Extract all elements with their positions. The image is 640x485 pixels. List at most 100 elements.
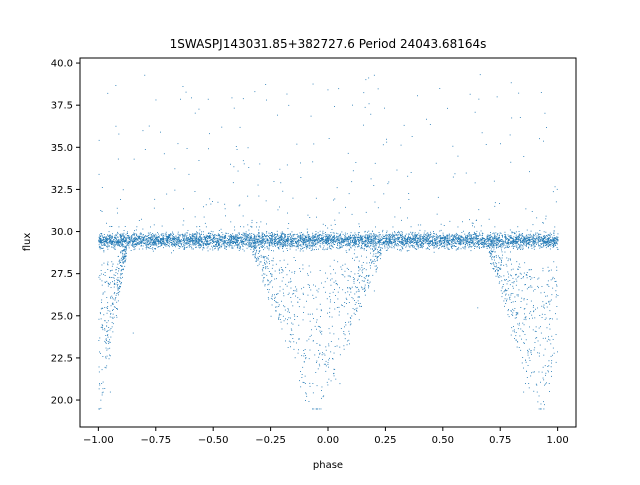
baseline-point bbox=[106, 245, 108, 247]
baseline-point bbox=[168, 239, 170, 241]
baseline-point bbox=[541, 237, 543, 239]
baseline-point bbox=[172, 245, 174, 247]
baseline-point bbox=[479, 239, 481, 241]
baseline-point bbox=[409, 239, 411, 241]
baseline-point bbox=[478, 240, 479, 241]
baseline-point bbox=[298, 235, 300, 237]
baseline-point bbox=[265, 238, 267, 240]
baseline-point bbox=[146, 240, 147, 242]
baseline-point bbox=[225, 236, 226, 237]
baseline-point bbox=[131, 236, 132, 238]
baseline-point bbox=[479, 232, 480, 234]
baseline-point bbox=[362, 242, 363, 244]
baseline-point bbox=[173, 234, 174, 235]
baseline-point bbox=[515, 240, 517, 242]
baseline-point bbox=[253, 249, 255, 251]
baseline-point bbox=[556, 247, 558, 248]
baseline-point bbox=[420, 236, 421, 238]
baseline-point bbox=[335, 241, 336, 243]
baseline-point bbox=[258, 232, 259, 234]
baseline-point bbox=[449, 244, 450, 245]
baseline-point bbox=[550, 236, 551, 238]
baseline-point bbox=[417, 240, 418, 242]
baseline-point bbox=[452, 243, 454, 245]
baseline-point bbox=[405, 236, 406, 238]
baseline-point bbox=[404, 235, 406, 236]
baseline-point bbox=[204, 240, 206, 242]
baseline-point bbox=[413, 245, 415, 247]
baseline-point bbox=[126, 242, 128, 244]
baseline-point bbox=[228, 239, 230, 241]
baseline-point bbox=[362, 235, 364, 237]
baseline-point bbox=[228, 246, 230, 248]
baseline-point bbox=[500, 244, 502, 245]
baseline-point bbox=[538, 245, 540, 247]
baseline-point bbox=[500, 245, 502, 246]
baseline-point bbox=[345, 250, 347, 252]
baseline-point bbox=[323, 232, 325, 234]
baseline-point bbox=[173, 237, 175, 239]
baseline-point bbox=[513, 246, 514, 248]
baseline-point bbox=[198, 232, 200, 234]
baseline-point bbox=[491, 241, 493, 243]
baseline-point bbox=[515, 234, 517, 236]
baseline-point bbox=[98, 237, 100, 239]
baseline-point bbox=[166, 244, 167, 246]
baseline-point bbox=[202, 236, 204, 238]
baseline-point bbox=[179, 239, 181, 241]
baseline-point bbox=[292, 244, 294, 246]
baseline-point bbox=[415, 234, 416, 236]
baseline-point bbox=[433, 239, 435, 241]
baseline-point bbox=[114, 248, 115, 250]
baseline-point bbox=[476, 236, 478, 238]
baseline-point bbox=[310, 236, 312, 238]
baseline-point bbox=[288, 233, 289, 235]
baseline-point bbox=[433, 251, 435, 253]
baseline-point bbox=[327, 242, 329, 244]
baseline-point bbox=[279, 237, 280, 238]
baseline-point bbox=[137, 243, 139, 245]
baseline-point bbox=[352, 241, 353, 242]
baseline-point bbox=[183, 249, 185, 250]
baseline-point bbox=[261, 233, 263, 235]
baseline-point bbox=[206, 240, 208, 242]
baseline-point bbox=[426, 236, 428, 238]
baseline-point bbox=[312, 236, 314, 238]
baseline-point bbox=[276, 233, 278, 235]
baseline-point bbox=[163, 238, 165, 240]
baseline-point bbox=[131, 235, 132, 237]
baseline-point bbox=[372, 236, 374, 238]
baseline-point bbox=[305, 238, 307, 240]
baseline-point bbox=[225, 246, 227, 248]
baseline-point bbox=[450, 240, 452, 242]
baseline-point bbox=[246, 239, 248, 241]
baseline-point bbox=[447, 235, 449, 237]
baseline-point bbox=[315, 231, 317, 232]
baseline-point bbox=[362, 243, 363, 245]
baseline-point bbox=[309, 238, 311, 240]
baseline-point bbox=[368, 238, 370, 240]
baseline-point bbox=[337, 238, 339, 240]
baseline-point bbox=[435, 234, 437, 236]
baseline-point bbox=[152, 241, 154, 243]
baseline-point bbox=[222, 237, 224, 239]
baseline-point bbox=[261, 239, 263, 241]
baseline-point bbox=[499, 237, 501, 239]
baseline-point bbox=[173, 238, 175, 240]
baseline-point bbox=[422, 238, 424, 240]
baseline-point bbox=[418, 243, 420, 245]
baseline-point bbox=[227, 241, 228, 243]
baseline-point bbox=[120, 241, 121, 243]
baseline-point bbox=[347, 244, 349, 246]
baseline-point bbox=[539, 240, 541, 242]
baseline-point bbox=[293, 238, 294, 240]
baseline-point bbox=[491, 240, 493, 242]
baseline-point bbox=[151, 238, 153, 240]
baseline-point bbox=[459, 241, 461, 243]
baseline-point bbox=[304, 239, 306, 241]
baseline-point bbox=[551, 239, 553, 241]
baseline-point bbox=[468, 238, 470, 240]
baseline-point bbox=[496, 243, 498, 245]
baseline-point bbox=[359, 240, 360, 241]
baseline-point bbox=[369, 242, 371, 244]
